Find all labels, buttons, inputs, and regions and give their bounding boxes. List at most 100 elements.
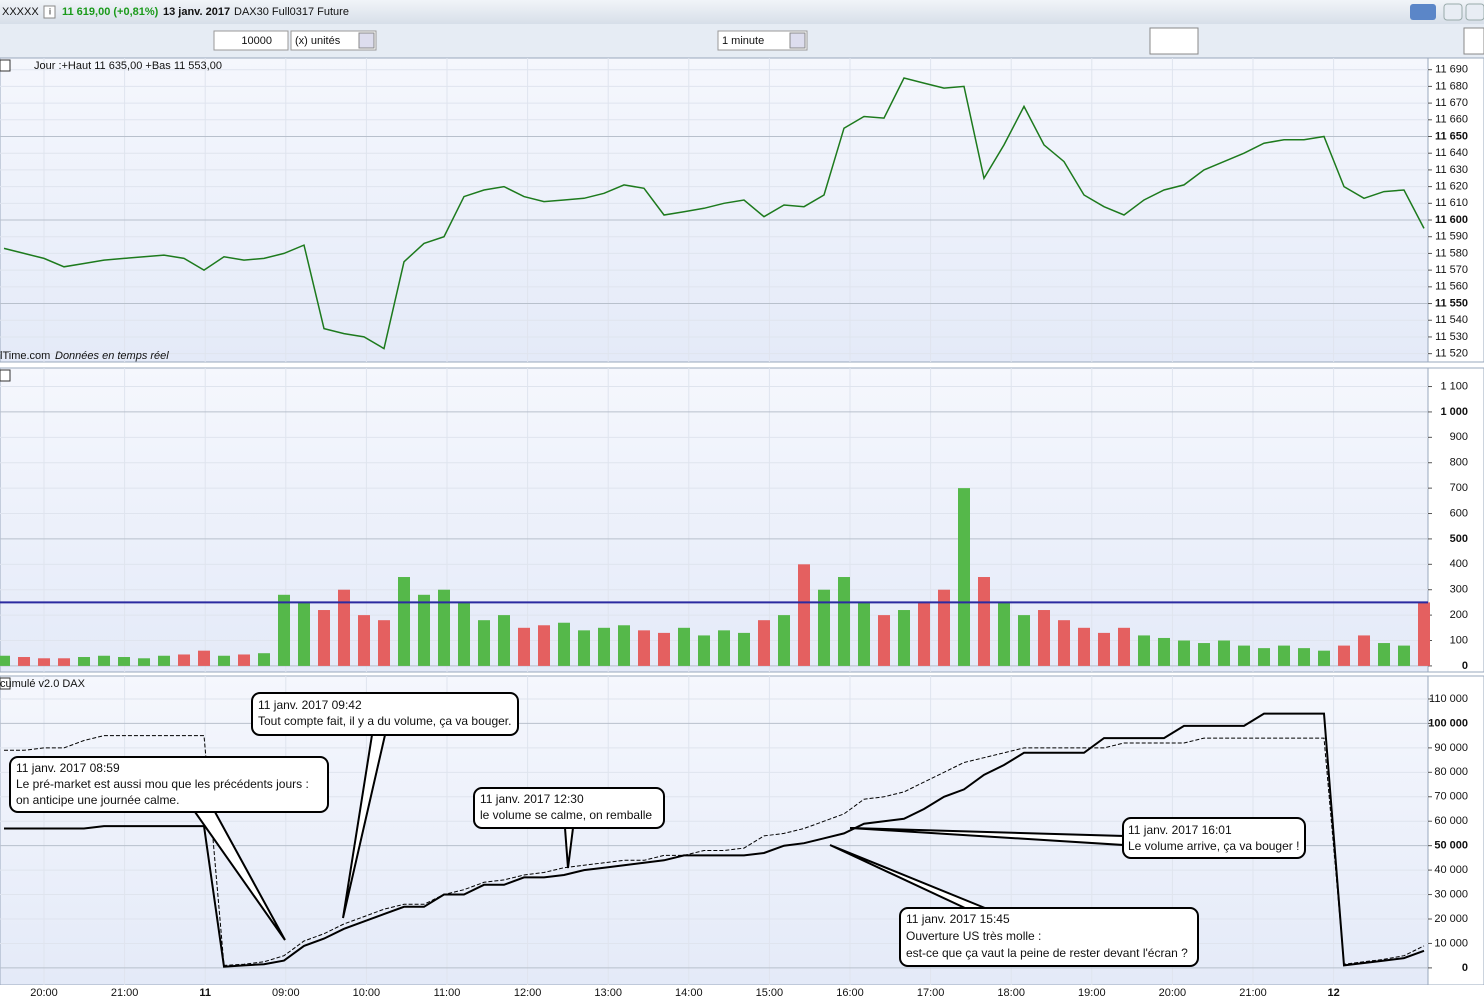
x-tick-label: 12 [1327,987,1339,999]
y-tick-label: 100 000 [1428,717,1468,729]
callout-date: 11 janv. 2017 15:45 [906,912,1010,926]
volume-bar [1138,635,1150,666]
interval-select[interactable] [717,30,808,51]
y-tick-label: 11 650 [1435,130,1468,142]
y-tick-label: 11 580 [1435,247,1468,259]
volume-bar [1078,627,1090,666]
volume-bar [678,627,690,666]
y-tick-label: 11 620 [1435,181,1468,193]
maximize[interactable] [1465,3,1484,21]
callout-date: 11 janv. 2017 12:30 [480,792,584,806]
dropdown-button[interactable] [789,32,806,49]
volume-bar [458,602,470,666]
x-tick-label: 20:00 [30,987,58,999]
y-tick-label: 800 [1450,457,1468,469]
x-tick-label: 21:00 [111,987,139,999]
volume-bar [1178,640,1190,666]
date: 13 janv. 2017 [163,6,230,18]
y-tick-label: 11 520 [1435,348,1468,360]
x-tick-label: 16:00 [836,987,864,999]
volume-bar [298,602,310,666]
x-tick-label: 11 [199,987,211,999]
minimize[interactable] [1443,3,1463,21]
x-tick-label: 21:00 [1239,987,1267,999]
volume-bar [1118,627,1130,666]
volume-bar [598,627,610,666]
volume-bar [1278,645,1290,666]
y-tick-label: 1 000 [1440,406,1468,418]
y-tick-label: 110 000 [1429,693,1468,705]
source: lTime.com [0,350,50,362]
x-tick-label: 20:00 [1159,987,1187,999]
panel-icon [0,369,11,382]
y-tick-label: 30 000 [1434,888,1468,900]
x-tick-label: 13:00 [594,987,622,999]
dropdown-button[interactable] [358,32,375,49]
axis-background [1427,57,1484,363]
y-tick-label: 700 [1450,482,1468,494]
x-tick-label: 14:00 [675,987,703,999]
x-tick-label: 19:00 [1078,987,1106,999]
volume-bar [138,658,150,666]
volume-bar [998,602,1010,666]
y-tick-label: 90 000 [1434,742,1468,754]
panel-background [0,57,1429,363]
y-tick-label: 0 [1462,660,1468,672]
volume-bar [858,602,870,666]
window-menu[interactable] [1410,4,1436,20]
volume-bar [398,577,410,666]
callout-text: Ouverture US très molle : [906,929,1041,943]
y-tick-label: 11 610 [1435,197,1468,209]
quantity-input[interactable] [213,30,289,51]
y-tick-label: 20 000 [1434,913,1468,925]
unit-select[interactable] [290,30,377,51]
volume-bar [98,655,110,666]
volume-bar [978,577,990,666]
callout [899,907,1199,967]
series-line [4,712,1425,968]
volume-bar [958,488,970,666]
annotations: 11 janv. 2017 08:59 Le pré-market est au… [9,692,1306,967]
volume-bar [578,630,590,666]
volume-bar [1218,640,1230,666]
volume-bar [758,620,770,666]
x-tick-label: 15:00 [756,987,784,999]
volume-bar [38,658,50,666]
y-tick-label: 11 630 [1435,164,1468,176]
indicator-button[interactable] [1149,27,1199,55]
volume-bar [118,657,130,666]
y-tick-label: 11 540 [1435,314,1468,326]
info-icon[interactable] [43,5,56,19]
volume-bar [638,630,650,666]
x-axis-background [0,985,1484,1000]
volume-bar [218,655,230,666]
y-tick-label: 500 [1450,533,1468,545]
volume-bar [1298,648,1310,666]
volume-bar [1098,632,1110,666]
volume-bar [18,657,30,666]
volume-bar [338,589,350,666]
callout-text: le volume se calme, on remballe [480,808,652,822]
volume-bar [938,589,950,666]
x-tick-label: 11:00 [434,987,461,999]
volume-bar [1038,610,1050,666]
charts: 11 520 11 530 11 540 11 550 11 560 11 570 11 5… [0,57,1484,1000]
y-tick-label: 11 570 [1435,264,1468,276]
volume-bar [1158,637,1170,666]
side-button[interactable] [1463,27,1484,55]
volume-bar [0,655,10,666]
y-tick-label: 50 000 [1434,840,1468,852]
price: 11 619,00 (+0,81%) [62,6,159,18]
volume-bar [798,564,810,666]
volume-bar [1258,648,1270,666]
volume-bar [878,615,890,666]
panel-title: cumulé v2.0 DAX [0,678,86,690]
volume-bar [498,615,510,666]
volume-bar [438,589,450,666]
volume-bar [1318,650,1330,666]
volume-bar [1418,602,1430,666]
volume-bar [278,594,290,666]
callout [1122,817,1306,859]
quantity: 10000 [241,35,272,47]
volume-bar [518,627,530,666]
